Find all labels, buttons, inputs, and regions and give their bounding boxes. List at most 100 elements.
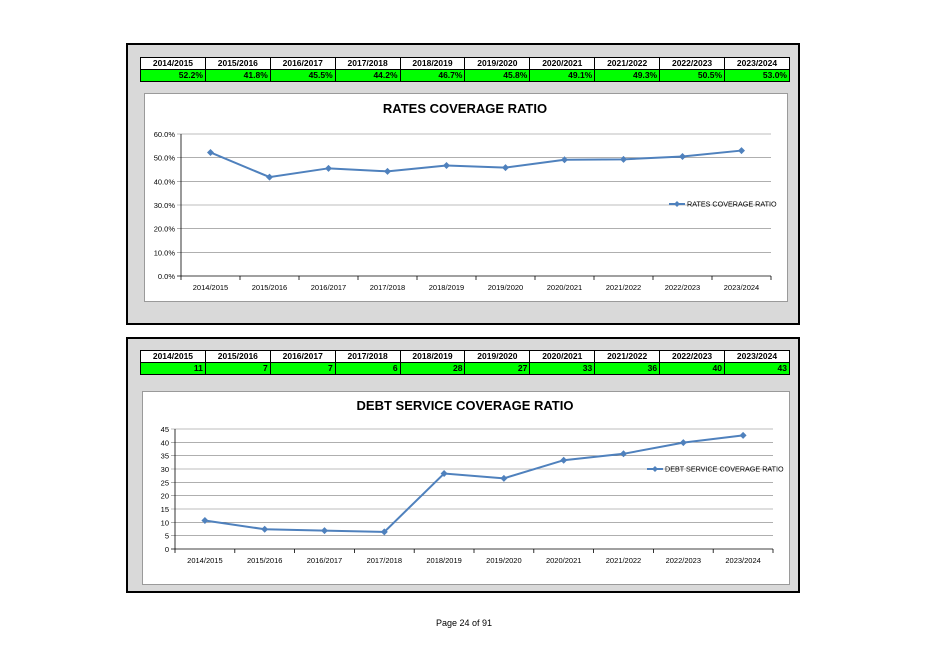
data-point [321, 527, 328, 535]
x-tick-label: 2019/2020 [486, 556, 521, 565]
legend-marker [674, 201, 680, 207]
x-tick-label: 2019/2020 [488, 283, 523, 292]
year-header-cell: 2017/2018 [334, 350, 401, 363]
ratio-value-cell: 49.3% [594, 69, 661, 82]
x-tick-label: 2017/2018 [370, 283, 405, 292]
x-tick-label: 2014/2015 [187, 556, 222, 565]
ratio-value-cell: 43 [724, 362, 790, 375]
data-point [266, 173, 273, 181]
year-header-cell: 2016/2017 [269, 350, 336, 363]
data-point [620, 450, 627, 458]
x-tick-label: 2023/2024 [725, 556, 760, 565]
year-header-cell: 2021/2022 [594, 57, 661, 70]
year-header-cell: 2023/2024 [724, 350, 790, 363]
year-header-cell: 2023/2024 [724, 57, 790, 70]
series-line [204, 434, 744, 533]
debt-service-coverage-chart-svg: DEBT SERVICE COVERAGE RATIO 0 5 10 15 20 25 30 3… [161, 398, 784, 565]
ratio-value-cell: 46.7% [399, 69, 466, 82]
rates-coverage-table: 2014/2015 2015/2016 2016/2017 2017/2018 2018… [140, 57, 790, 82]
y-tick-label: 45 [161, 425, 169, 434]
y-tick-label: 0 [165, 545, 169, 554]
x-tick-label: 2018/2019 [429, 283, 464, 292]
x-tick-label: 2020/2021 [546, 556, 581, 565]
year-header-cell: 2019/2020 [464, 350, 531, 363]
table-header-row: 2014/2015 2015/2016 2016/2017 2017/2018 2018… [140, 350, 790, 363]
x-tick-label: 2015/2016 [247, 556, 282, 565]
x-tick-label: 2022/2023 [666, 556, 701, 565]
ratio-value-cell: 50.5% [659, 69, 726, 82]
year-header-cell: 2018/2019 [399, 57, 466, 70]
debt-service-coverage-chart: DEBT SERVICE COVERAGE RATIO 0 5 10 15 20 25 30 3… [142, 391, 790, 585]
data-point [739, 431, 747, 439]
x-tick-label: 2021/2022 [606, 283, 641, 292]
year-header-cell: 2022/2023 [659, 57, 726, 70]
legend-label: RATES COVERAGE RATIO [687, 200, 777, 209]
data-point [440, 470, 448, 478]
year-header-cell: 2017/2018 [334, 57, 401, 70]
x-tick-label: 2016/2017 [307, 556, 342, 565]
y-tick-label: 30 [161, 465, 169, 474]
year-header-cell: 2014/2015 [140, 57, 206, 70]
ratio-value-cell: 53.0% [724, 69, 790, 82]
x-tick-label: 2018/2019 [426, 556, 461, 565]
y-tick-label: 60.0% [154, 130, 176, 139]
table-header-row: 2014/2015 2015/2016 2016/2017 2017/2018 2018… [140, 57, 790, 70]
y-tick-label: 40 [161, 438, 169, 447]
year-header-cell: 2014/2015 [140, 350, 206, 363]
data-point [207, 148, 214, 156]
y-tick-label: 40.0% [154, 177, 176, 186]
year-header-cell: 2021/2022 [594, 350, 661, 363]
data-point [561, 156, 568, 164]
rates-coverage-chart-svg: RATES COVERAGE RATIO 0.0% 10.0% 20.0% 30.0% 4… [154, 101, 777, 292]
x-tick-label: 2022/2023 [665, 283, 700, 292]
ratio-value-cell: 41.8% [204, 69, 271, 82]
page-number: Page 24 of 91 [435, 618, 493, 628]
ratio-value-cell: 44.2% [334, 69, 401, 82]
x-tick-label: 2017/2018 [367, 556, 402, 565]
data-point [325, 164, 332, 172]
rates-coverage-chart: RATES COVERAGE RATIO 0.0% 10.0% 20.0% 30.0% 4… [144, 93, 788, 302]
data-point [560, 456, 568, 464]
ratio-value-cell: 27 [464, 362, 531, 375]
data-point [620, 155, 627, 163]
ratio-value-cell: 33 [529, 362, 596, 375]
debt-service-coverage-table: 2014/2015 2015/2016 2016/2017 2017/2018 2018… [140, 350, 790, 375]
x-tick-label: 2020/2021 [547, 283, 582, 292]
ratio-value-cell: 36 [594, 362, 661, 375]
year-header-cell: 2018/2019 [399, 350, 466, 363]
legend-label: DEBT SERVICE COVERAGE RATIO [665, 465, 784, 474]
y-tick-label: 30.0% [154, 201, 176, 210]
y-tick-label: 20 [161, 492, 169, 501]
y-tick-label: 20.0% [154, 225, 176, 234]
legend-marker [652, 466, 658, 472]
ratio-value-cell: 49.1% [529, 69, 596, 82]
ratio-value-cell: 11 [140, 362, 206, 375]
data-point [384, 167, 391, 175]
data-point [443, 161, 450, 169]
ratio-value-cell: 7 [204, 362, 271, 375]
data-point [380, 528, 388, 536]
y-tick-label: 10.0% [154, 248, 176, 257]
year-header-cell: 2015/2016 [204, 350, 271, 363]
x-tick-label: 2014/2015 [193, 283, 228, 292]
series-line [210, 149, 742, 179]
ratio-value-cell: 45.5% [269, 69, 336, 82]
year-header-cell: 2019/2020 [464, 57, 531, 70]
year-header-cell: 2016/2017 [269, 57, 336, 70]
ratio-value-cell: 52.2% [140, 69, 206, 82]
year-header-cell: 2020/2021 [529, 57, 596, 70]
data-point [500, 474, 508, 482]
year-header-cell: 2020/2021 [529, 350, 596, 363]
rates-coverage-panel: 2014/2015 2015/2016 2016/2017 2017/2018 2018… [126, 43, 800, 325]
chart-title: DEBT SERVICE COVERAGE RATIO [357, 398, 574, 413]
data-point [679, 152, 686, 160]
chart-title: RATES COVERAGE RATIO [383, 101, 547, 116]
x-tick-label: 2023/2024 [724, 283, 759, 292]
y-tick-label: 25 [161, 478, 169, 487]
table-value-row: 52.2% 41.8% 45.5% 44.2% 46.7% 45.8% 49.1% 49.3%… [140, 69, 790, 82]
y-tick-label: 0.0% [158, 272, 175, 281]
x-tick-label: 2016/2017 [311, 283, 346, 292]
data-point [261, 525, 269, 533]
year-header-cell: 2015/2016 [204, 57, 271, 70]
year-header-cell: 2022/2023 [659, 350, 726, 363]
